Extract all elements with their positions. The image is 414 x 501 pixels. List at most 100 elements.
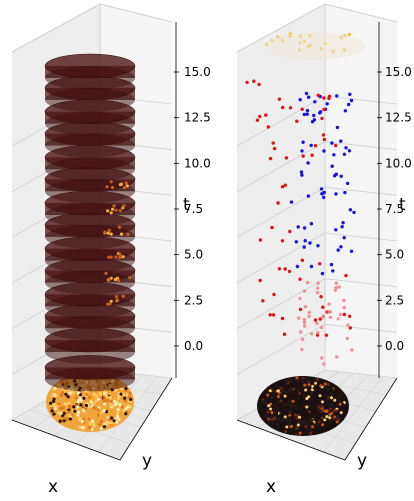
projection-cell <box>78 396 82 400</box>
layer-hotspot <box>105 185 109 189</box>
event-point <box>350 348 354 352</box>
event-point <box>280 239 285 243</box>
event-point <box>302 112 306 117</box>
event-point <box>303 324 307 328</box>
event-point <box>308 241 312 245</box>
projection-cell <box>62 411 66 415</box>
event-point <box>332 153 336 157</box>
projection-cell <box>295 432 299 436</box>
projection-cell <box>98 422 102 427</box>
event-point <box>301 140 305 144</box>
event-point <box>266 125 270 129</box>
layer-hotspot <box>104 271 108 275</box>
event-point <box>298 330 303 334</box>
projection-cell <box>279 386 283 390</box>
event-point <box>322 107 326 112</box>
event-point <box>282 332 287 336</box>
event-point <box>302 320 307 325</box>
event-point <box>335 355 339 359</box>
projection-cell <box>51 393 55 397</box>
event-point <box>302 245 306 249</box>
left-3d-panel: 0.0 2.5 5.0 7.5 10.0 12.5 15.0 t y x <box>11 3 211 497</box>
event-point <box>349 249 354 253</box>
event-point <box>322 137 327 142</box>
projection-cell <box>105 421 109 425</box>
z-tick-label: 5.0 <box>184 248 203 262</box>
projection-cell <box>271 422 275 426</box>
event-point <box>327 310 331 314</box>
projection-cell <box>297 379 301 383</box>
projection-cell <box>265 418 269 422</box>
event-point <box>315 286 320 290</box>
layer-underside <box>45 316 135 341</box>
projection-cell <box>332 416 335 420</box>
projection-cell <box>66 395 70 399</box>
projection-cell <box>269 402 273 406</box>
layer-hotspot <box>109 255 113 259</box>
projection-cell <box>273 403 276 407</box>
layer-underside <box>45 87 135 112</box>
projection-cell <box>321 400 324 404</box>
layer-hotspot <box>106 209 110 213</box>
z-tick-label: 12.5 <box>184 111 211 125</box>
projection-cell <box>95 394 99 398</box>
event-point <box>261 299 265 303</box>
projection-cell <box>68 413 72 417</box>
grid-line <box>236 141 398 193</box>
projection-cell <box>84 403 88 408</box>
event-point <box>307 95 311 99</box>
projection-cell <box>332 409 336 413</box>
event-point <box>298 98 302 102</box>
projection-cell <box>62 419 66 423</box>
projection-cell <box>295 426 299 430</box>
floor-grid-line <box>323 376 383 453</box>
projection-cell <box>329 392 333 396</box>
projection-cell <box>328 416 332 420</box>
projection-cell <box>270 395 274 399</box>
projection-cell <box>323 409 327 413</box>
event-point <box>306 161 310 165</box>
projection-cell <box>305 379 309 383</box>
layer-hotspot <box>119 232 124 236</box>
event-point <box>300 107 304 111</box>
projection-cell <box>338 402 342 406</box>
event-point <box>305 108 310 113</box>
event-point <box>271 313 276 317</box>
projection-cell <box>323 382 327 386</box>
projection-cell <box>50 403 54 408</box>
event-point <box>349 98 354 103</box>
projection-cell <box>87 417 91 421</box>
projection-cell <box>88 421 92 426</box>
z-tick-label: 2.5 <box>385 293 404 307</box>
layer-hotspot <box>117 225 121 229</box>
event-point <box>334 285 338 290</box>
event-point <box>300 258 305 262</box>
layer-hotspot <box>114 255 118 259</box>
event-point <box>347 102 351 107</box>
projection-cell <box>117 417 121 422</box>
projection-cell <box>276 389 280 393</box>
projection-cell <box>53 407 58 411</box>
z-tick-label: 10.0 <box>385 156 412 170</box>
z-axis-label: t <box>399 195 406 215</box>
projection-cell <box>67 404 72 408</box>
projection-cell <box>287 411 291 415</box>
event-point <box>304 91 309 96</box>
projection-cell <box>116 411 120 415</box>
projection-cell <box>302 394 306 397</box>
event-point <box>298 307 303 312</box>
layer-hotspot <box>128 276 132 280</box>
projection-cell <box>330 396 334 400</box>
floor-axis-lines <box>236 377 398 461</box>
projection-cell <box>339 411 343 415</box>
projection-cell <box>64 392 68 396</box>
layer-underside <box>45 111 135 136</box>
layer-underside <box>45 157 135 182</box>
x-axis-label: x <box>48 477 58 497</box>
event-point <box>300 149 304 153</box>
projection-cell <box>79 399 83 403</box>
projection-cell <box>321 405 325 409</box>
layer-hotspot <box>121 255 125 259</box>
projection-cell <box>74 396 78 400</box>
layer-hotspot <box>114 208 118 212</box>
